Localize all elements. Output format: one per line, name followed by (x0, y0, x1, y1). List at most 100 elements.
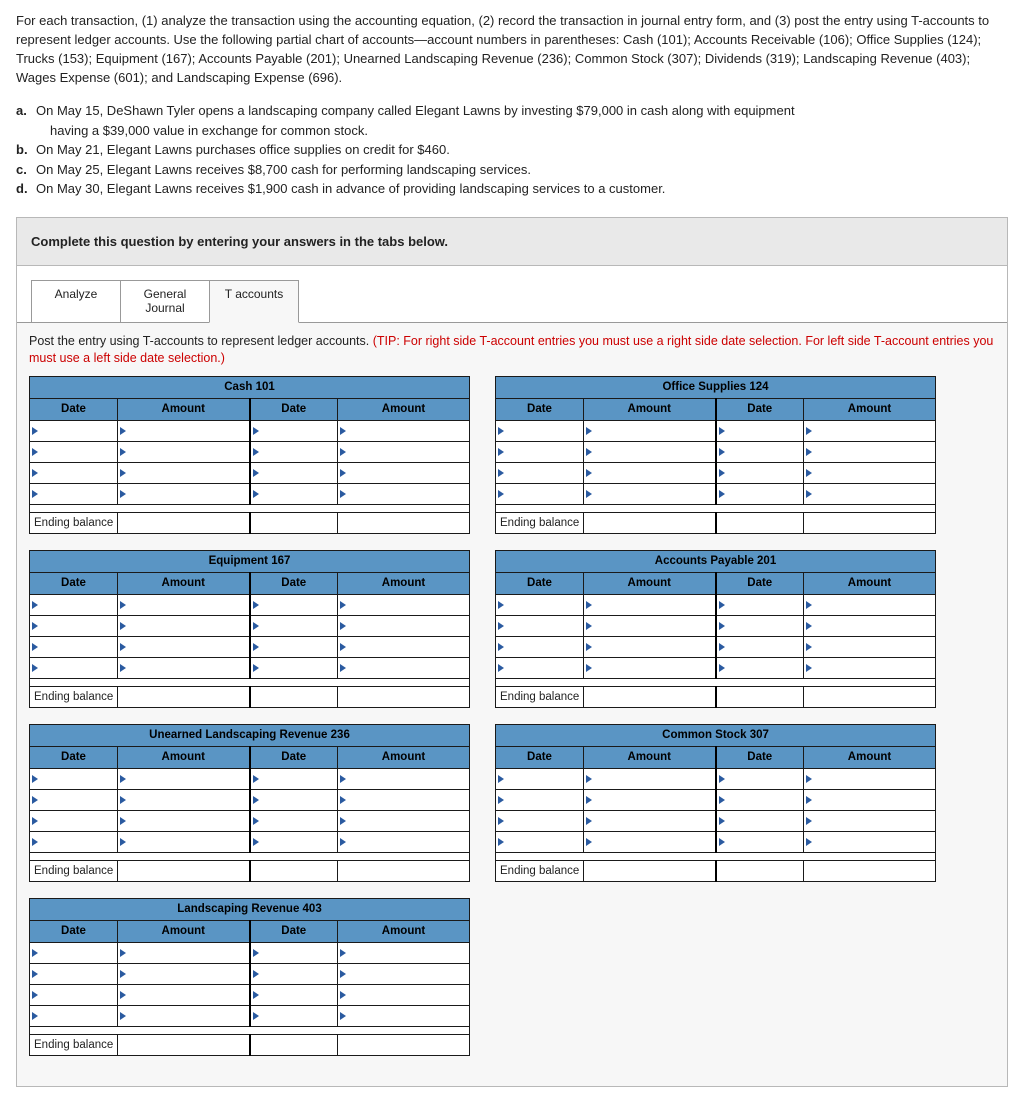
t-amount-right-cell[interactable] (338, 615, 470, 636)
t-date-right-cell[interactable] (716, 657, 804, 678)
t-date-right-cell[interactable] (250, 594, 338, 615)
t-amount-right-cell[interactable] (338, 810, 470, 831)
t-date-left-cell[interactable] (496, 810, 584, 831)
ending-balance-left[interactable] (118, 1034, 250, 1055)
t-amount-left-cell[interactable] (584, 483, 716, 504)
t-amount-right-cell[interactable] (338, 942, 470, 963)
tab-general-journal[interactable]: General Journal (120, 280, 210, 323)
ending-balance-left[interactable] (118, 686, 250, 707)
tab-analyze[interactable]: Analyze (31, 280, 121, 323)
t-amount-left-cell[interactable] (118, 963, 250, 984)
t-date-left-cell[interactable] (496, 615, 584, 636)
t-amount-left-cell[interactable] (118, 594, 250, 615)
t-amount-left-cell[interactable] (118, 831, 250, 852)
t-date-right-cell[interactable] (250, 768, 338, 789)
t-amount-left-cell[interactable] (584, 462, 716, 483)
t-date-left-cell[interactable] (496, 594, 584, 615)
t-amount-right-cell[interactable] (338, 963, 470, 984)
t-date-left-cell[interactable] (496, 636, 584, 657)
t-date-right-cell[interactable] (250, 462, 338, 483)
t-amount-right-cell[interactable] (338, 594, 470, 615)
t-amount-right-cell[interactable] (804, 594, 936, 615)
t-date-left-cell[interactable] (30, 789, 118, 810)
t-date-right-cell[interactable] (250, 1005, 338, 1026)
t-date-right-cell[interactable] (250, 789, 338, 810)
t-date-right-cell[interactable] (716, 831, 804, 852)
t-amount-right-cell[interactable] (338, 789, 470, 810)
t-amount-left-cell[interactable] (118, 789, 250, 810)
t-amount-right-cell[interactable] (804, 483, 936, 504)
t-amount-right-cell[interactable] (338, 483, 470, 504)
t-amount-left-cell[interactable] (584, 657, 716, 678)
t-date-right-cell[interactable] (716, 615, 804, 636)
t-date-right-cell[interactable] (250, 615, 338, 636)
t-amount-right-cell[interactable] (804, 615, 936, 636)
t-date-left-cell[interactable] (30, 1005, 118, 1026)
t-amount-left-cell[interactable] (584, 594, 716, 615)
t-date-right-cell[interactable] (250, 420, 338, 441)
t-amount-left-cell[interactable] (584, 831, 716, 852)
t-date-right-cell[interactable] (716, 420, 804, 441)
t-amount-right-cell[interactable] (338, 831, 470, 852)
ending-balance-right[interactable] (338, 512, 470, 533)
t-amount-left-cell[interactable] (584, 789, 716, 810)
t-date-right-cell[interactable] (716, 768, 804, 789)
t-amount-right-cell[interactable] (804, 831, 936, 852)
t-amount-right-cell[interactable] (804, 636, 936, 657)
t-date-left-cell[interactable] (30, 594, 118, 615)
t-date-left-cell[interactable] (30, 636, 118, 657)
t-date-right-cell[interactable] (250, 963, 338, 984)
t-amount-right-cell[interactable] (804, 441, 936, 462)
t-date-right-cell[interactable] (250, 657, 338, 678)
t-amount-right-cell[interactable] (804, 657, 936, 678)
t-amount-right-cell[interactable] (804, 810, 936, 831)
t-amount-left-cell[interactable] (118, 810, 250, 831)
t-amount-right-cell[interactable] (338, 420, 470, 441)
t-amount-right-cell[interactable] (338, 462, 470, 483)
t-date-left-cell[interactable] (496, 789, 584, 810)
t-date-left-cell[interactable] (496, 483, 584, 504)
ending-balance-left[interactable] (584, 860, 716, 881)
t-date-left-cell[interactable] (30, 831, 118, 852)
t-amount-right-cell[interactable] (804, 420, 936, 441)
t-date-right-cell[interactable] (250, 636, 338, 657)
t-amount-left-cell[interactable] (118, 615, 250, 636)
t-amount-left-cell[interactable] (118, 657, 250, 678)
t-amount-left-cell[interactable] (118, 942, 250, 963)
ending-balance-right[interactable] (804, 512, 936, 533)
t-amount-left-cell[interactable] (118, 636, 250, 657)
ending-balance-right[interactable] (804, 686, 936, 707)
t-date-left-cell[interactable] (30, 441, 118, 462)
t-amount-left-cell[interactable] (584, 420, 716, 441)
t-date-right-cell[interactable] (250, 483, 338, 504)
t-date-left-cell[interactable] (30, 768, 118, 789)
t-amount-right-cell[interactable] (804, 789, 936, 810)
t-date-left-cell[interactable] (496, 462, 584, 483)
tab-t-accounts[interactable]: T accounts (209, 280, 299, 323)
t-amount-right-cell[interactable] (804, 462, 936, 483)
t-amount-left-cell[interactable] (118, 441, 250, 462)
t-amount-left-cell[interactable] (584, 768, 716, 789)
t-amount-left-cell[interactable] (118, 1005, 250, 1026)
ending-balance-left[interactable] (584, 512, 716, 533)
t-date-right-cell[interactable] (716, 441, 804, 462)
t-date-left-cell[interactable] (30, 483, 118, 504)
ending-balance-left[interactable] (118, 860, 250, 881)
t-date-left-cell[interactable] (30, 963, 118, 984)
t-date-right-cell[interactable] (250, 441, 338, 462)
t-date-left-cell[interactable] (30, 462, 118, 483)
t-amount-right-cell[interactable] (338, 984, 470, 1005)
t-amount-right-cell[interactable] (338, 636, 470, 657)
ending-balance-right[interactable] (804, 860, 936, 881)
t-date-left-cell[interactable] (30, 984, 118, 1005)
t-amount-left-cell[interactable] (584, 441, 716, 462)
t-date-right-cell[interactable] (716, 636, 804, 657)
t-date-left-cell[interactable] (30, 615, 118, 636)
t-amount-right-cell[interactable] (338, 768, 470, 789)
t-date-right-cell[interactable] (716, 810, 804, 831)
t-date-left-cell[interactable] (30, 657, 118, 678)
t-date-right-cell[interactable] (716, 483, 804, 504)
t-date-right-cell[interactable] (716, 462, 804, 483)
t-date-left-cell[interactable] (496, 657, 584, 678)
t-amount-right-cell[interactable] (338, 441, 470, 462)
